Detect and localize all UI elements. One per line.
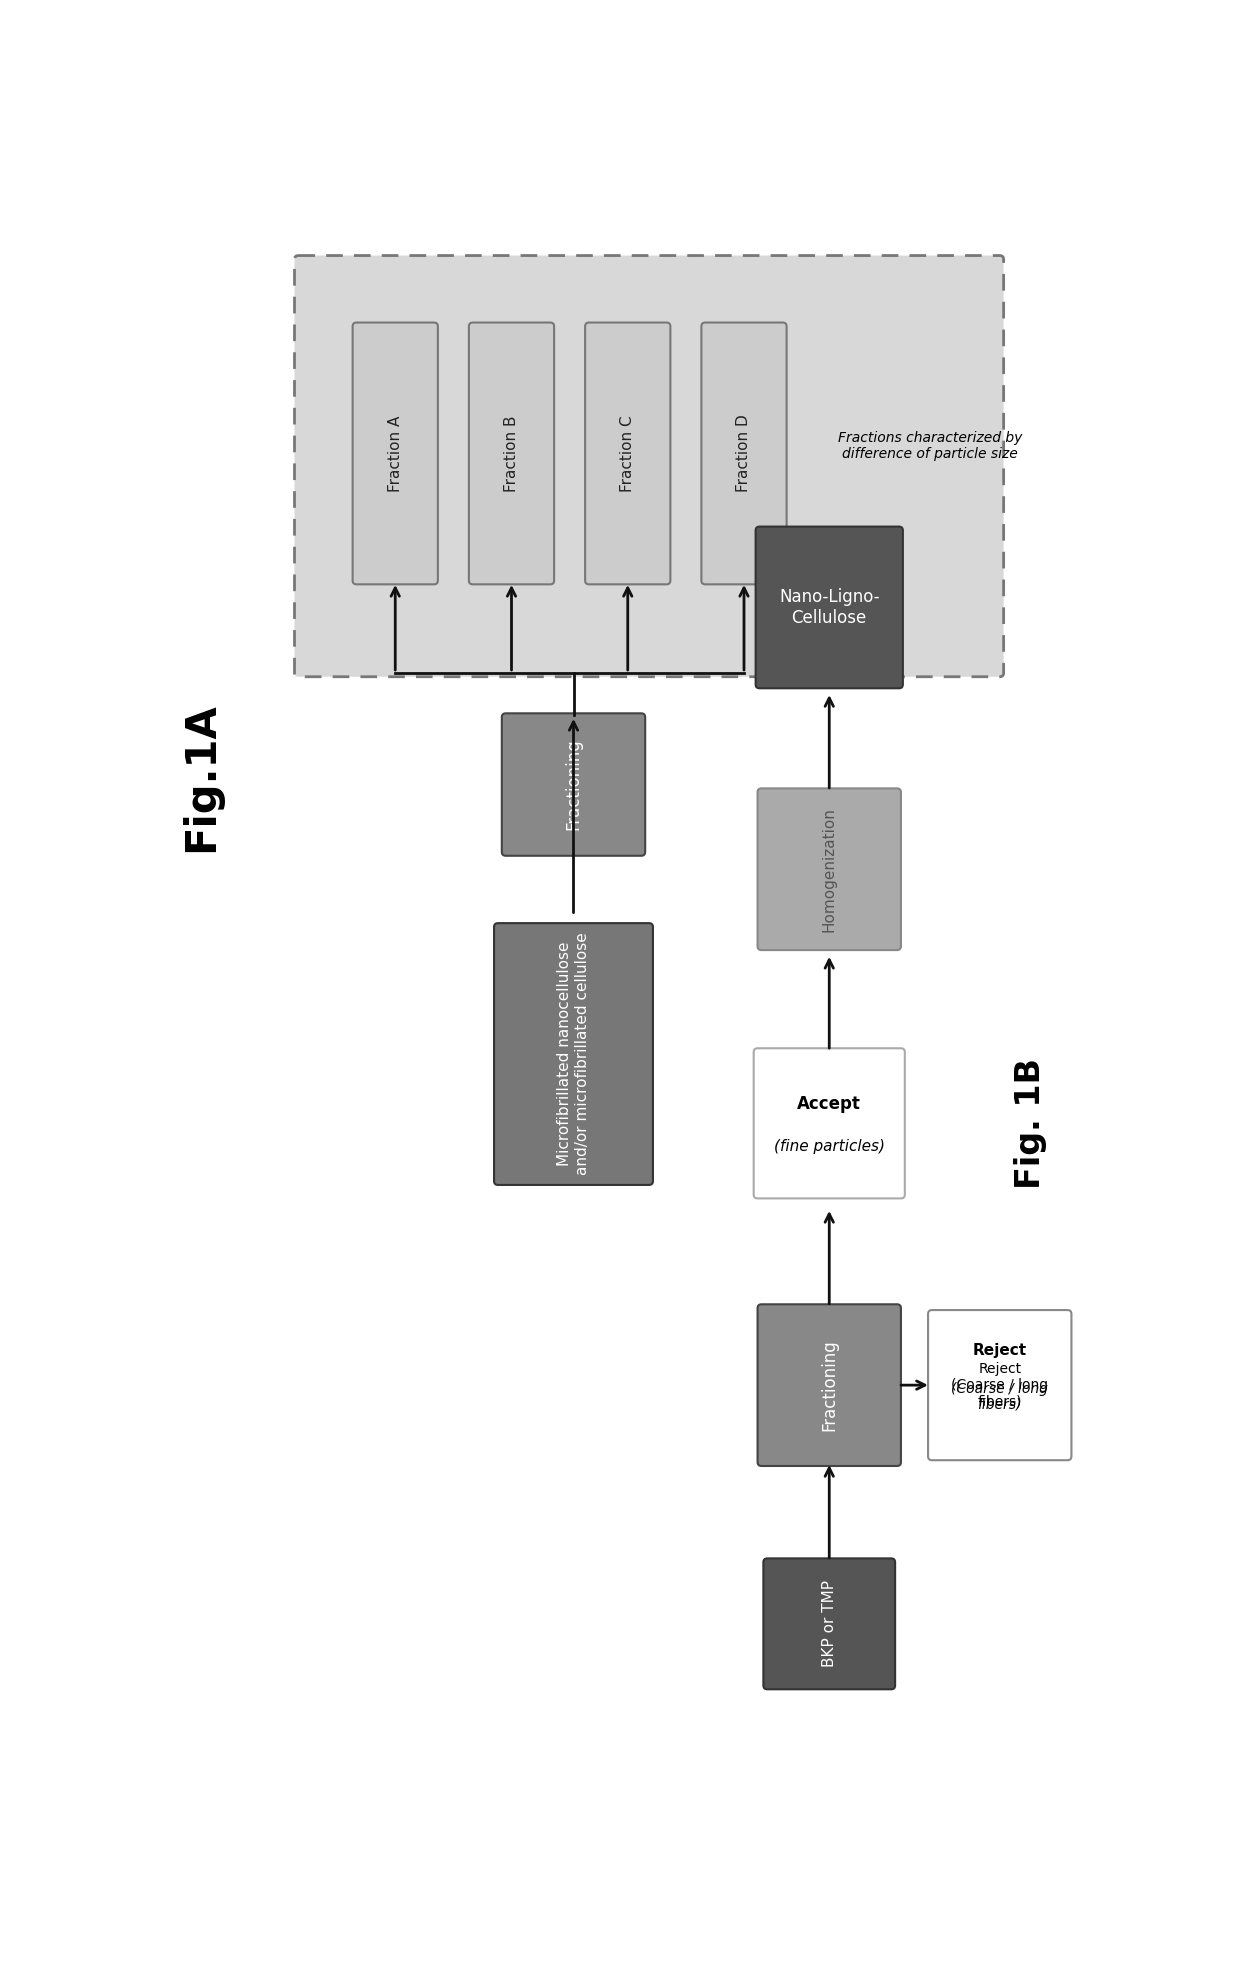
FancyBboxPatch shape (502, 714, 645, 856)
FancyBboxPatch shape (469, 323, 554, 585)
FancyBboxPatch shape (352, 323, 438, 585)
FancyBboxPatch shape (295, 256, 1003, 676)
FancyBboxPatch shape (928, 1310, 1071, 1461)
Text: Fraction C: Fraction C (620, 414, 635, 492)
Text: Fig.1A: Fig.1A (181, 702, 222, 852)
Text: Reject: Reject (972, 1344, 1027, 1358)
Text: (fine particles): (fine particles) (774, 1140, 885, 1154)
FancyBboxPatch shape (764, 1558, 895, 1689)
FancyBboxPatch shape (494, 924, 653, 1185)
Text: Fraction D: Fraction D (737, 414, 751, 492)
Text: Fraction A: Fraction A (388, 416, 403, 492)
Text: Nano-Ligno-
Cellulose: Nano-Ligno- Cellulose (779, 589, 879, 626)
Text: Fractions characterized by
difference of particle size: Fractions characterized by difference of… (838, 430, 1022, 462)
Text: BKP or TMP: BKP or TMP (822, 1580, 837, 1667)
FancyBboxPatch shape (758, 1304, 901, 1467)
Text: Accept: Accept (797, 1096, 862, 1114)
Text: Fractioning: Fractioning (820, 1340, 838, 1431)
Text: Homogenization: Homogenization (822, 807, 837, 932)
Text: Fig. 1B: Fig. 1B (1014, 1058, 1048, 1189)
Text: (Coarse / long
fibers): (Coarse / long fibers) (951, 1381, 1048, 1411)
FancyBboxPatch shape (755, 527, 903, 688)
FancyBboxPatch shape (585, 323, 671, 585)
Text: Reject
(Coarse / long
fibers): Reject (Coarse / long fibers) (951, 1362, 1048, 1409)
FancyBboxPatch shape (754, 1048, 905, 1199)
Text: Fractioning: Fractioning (564, 739, 583, 830)
Text: Fraction B: Fraction B (503, 414, 520, 492)
FancyBboxPatch shape (702, 323, 786, 585)
FancyBboxPatch shape (758, 789, 901, 949)
Text: Microfibrillated nanocellulose
and/or microfibrillated cellulose: Microfibrillated nanocellulose and/or mi… (557, 934, 590, 1175)
